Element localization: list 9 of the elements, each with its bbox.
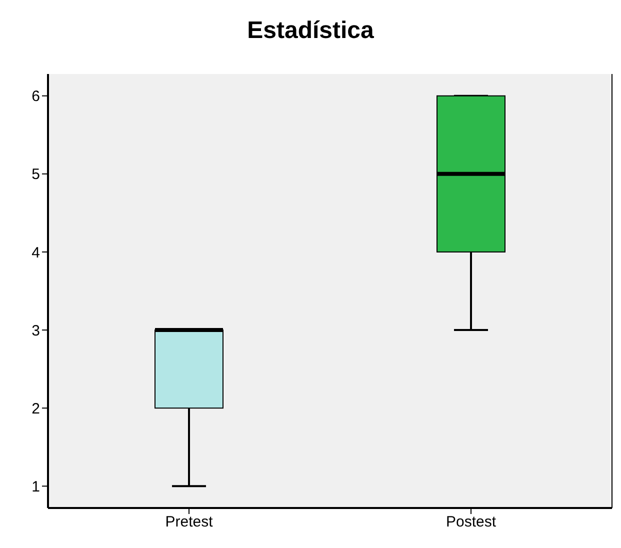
- y-tick-label: 2: [32, 400, 40, 418]
- x-tick-label: Postest: [446, 514, 497, 531]
- y-tick-label: 1: [32, 478, 40, 496]
- y-tick-label: 3: [32, 322, 40, 340]
- y-tick-label: 6: [32, 88, 40, 106]
- x-tick-label: Pretest: [165, 514, 214, 531]
- y-tick-label: 4: [32, 244, 40, 262]
- chart-title: Estadística: [246, 16, 375, 46]
- y-tick-label: 5: [32, 166, 40, 184]
